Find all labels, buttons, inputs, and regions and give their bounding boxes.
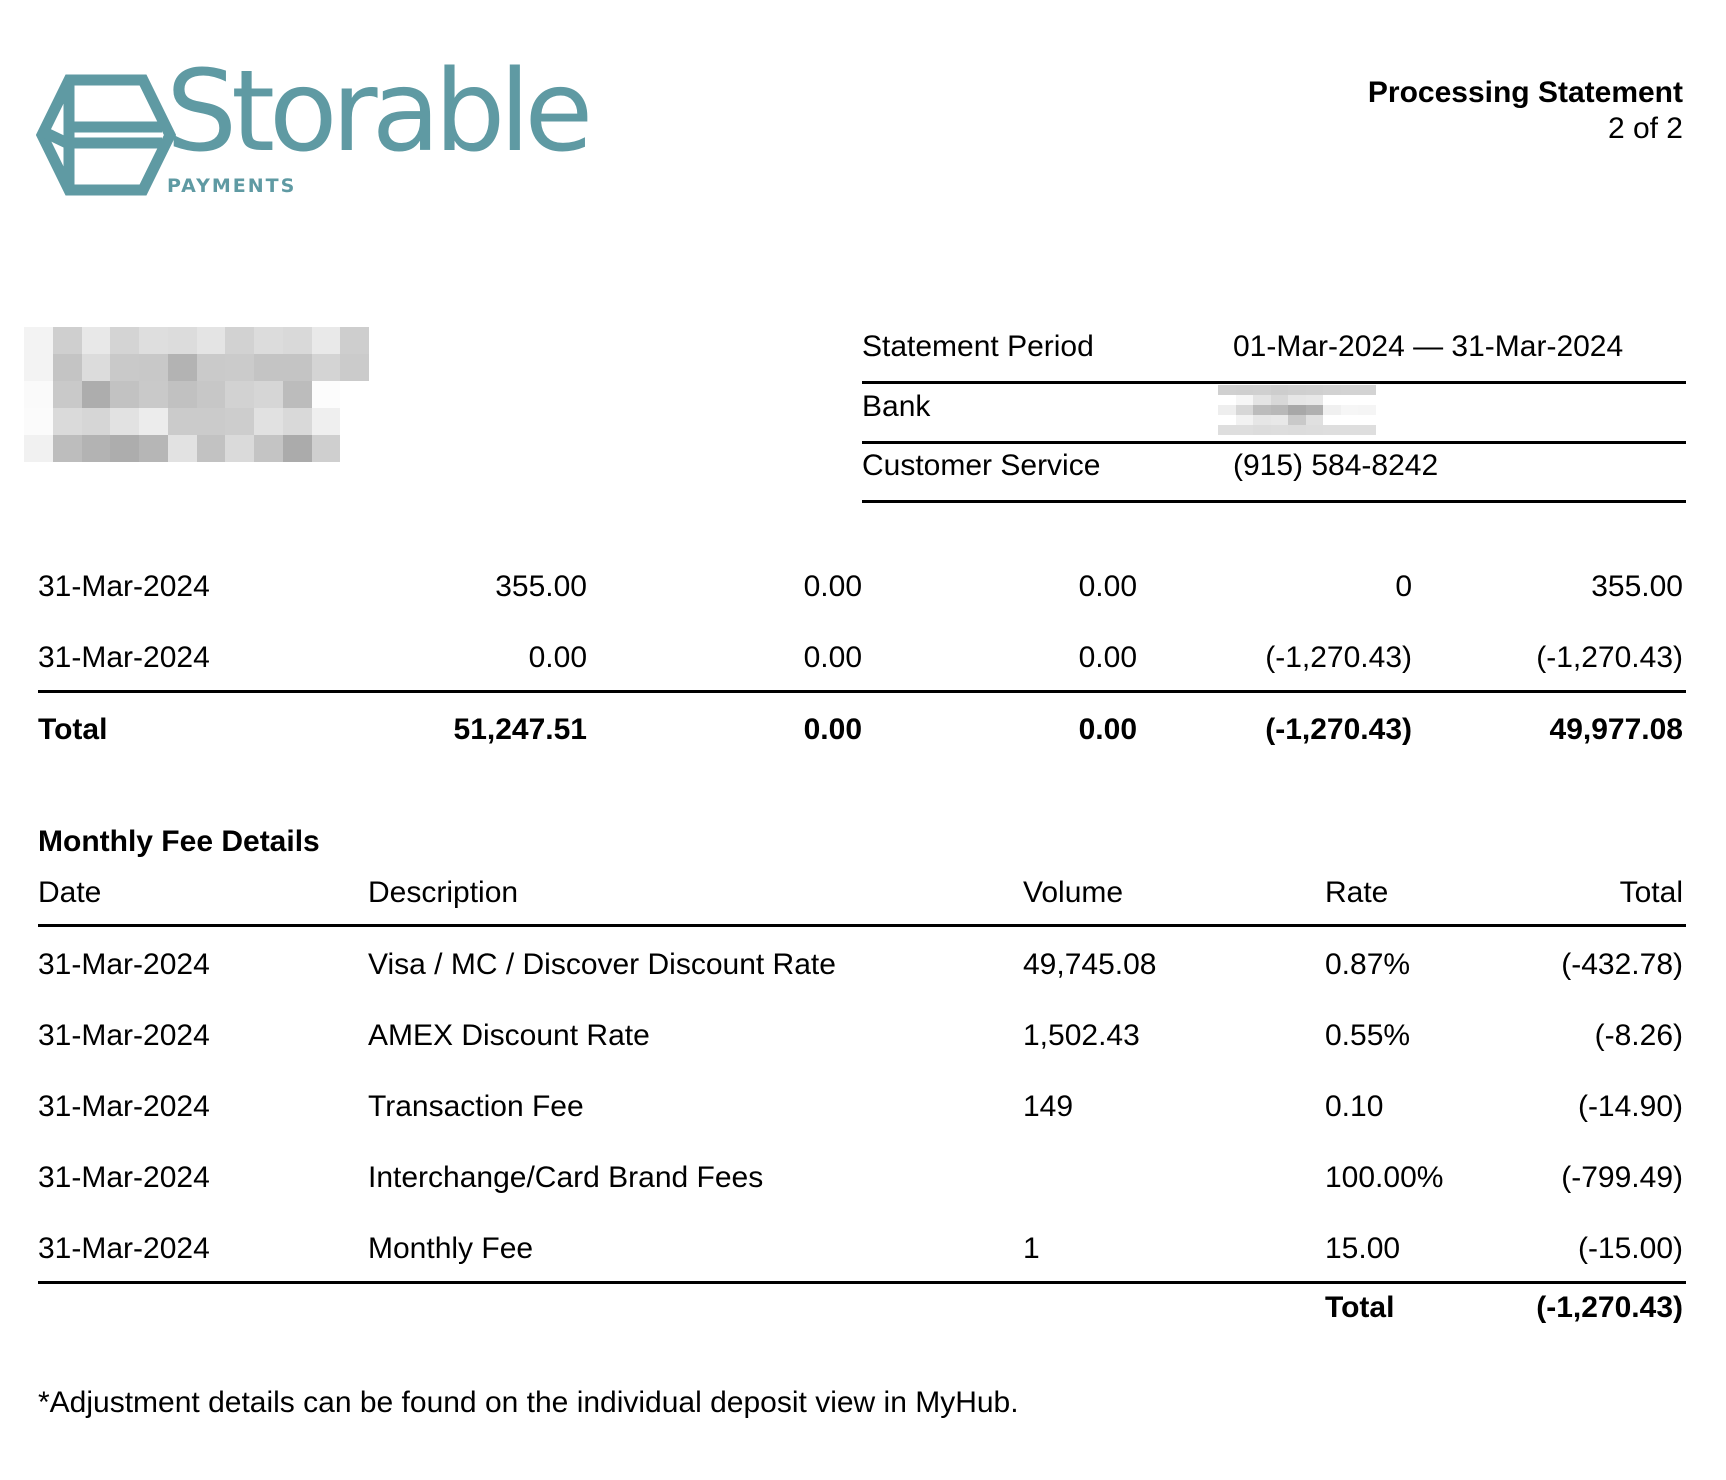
row-date: 31-Mar-2024 [38,1232,210,1265]
row-description: Transaction Fee [368,1090,584,1123]
row-value: 0.00 [1078,570,1137,603]
row-value: 0 [1395,570,1412,603]
row-date: 31-Mar-2024 [38,1090,210,1123]
info-label-customer-service: Customer Service [862,449,1101,482]
hexagon-box-icon [36,74,176,196]
row-rate: 0.10 [1325,1090,1384,1123]
row-value: 0.00 [803,570,862,603]
row-date: 31-Mar-2024 [38,570,210,603]
row-total: (-799.49) [1561,1161,1683,1194]
table-divider [38,924,1686,927]
row-description: AMEX Discount Rate [368,1019,650,1052]
row-rate: 100.00% [1325,1161,1444,1194]
row-volume: 1 [1023,1232,1040,1265]
section-title: Monthly Fee Details [38,825,320,858]
row-description: Monthly Fee [368,1232,534,1265]
row-rate: 0.87% [1325,948,1411,981]
total-label: Total [38,713,108,746]
row-rate: 0.55% [1325,1019,1411,1052]
row-date: 31-Mar-2024 [38,948,210,981]
info-label-statement-period: Statement Period [862,330,1094,363]
info-divider [862,381,1686,384]
row-rate: 15.00 [1325,1232,1401,1265]
row-total: (-15.00) [1577,1232,1683,1265]
row-total: (-14.90) [1577,1090,1683,1123]
table-divider [38,1281,1686,1284]
brand-name: Storable [166,47,593,177]
row-value: 355.00 [1591,570,1683,603]
row-value: (-1,270.43) [1265,641,1412,674]
total-value: (-1,270.43) [1265,713,1412,746]
row-value: 355.00 [495,570,587,603]
header-total: Total [1619,876,1683,909]
total-value: 0.00 [1078,713,1137,746]
row-date: 31-Mar-2024 [38,1019,210,1052]
storable-payments-logo: Storable PAYMENTS [36,56,593,202]
total-value: 49,977.08 [1549,713,1683,746]
fees-total-value: (-1,270.43) [1536,1291,1683,1324]
redacted-bank-name [1218,385,1376,435]
info-value-customer-service: (915) 584-8242 [1233,449,1439,482]
row-volume: 149 [1023,1090,1074,1123]
page-indicator: 2 of 2 [1607,112,1683,145]
total-value: 0.00 [803,713,862,746]
header-volume: Volume [1023,876,1124,909]
info-value-statement-period: 01-Mar-2024 — 31-Mar-2024 [1233,330,1624,363]
row-total: (-432.78) [1561,948,1683,981]
row-description: Interchange/Card Brand Fees [368,1161,764,1194]
header-rate: Rate [1325,876,1389,909]
statement-title: Processing Statement [1367,76,1683,109]
redacted-merchant-address [24,327,369,462]
table-divider [38,690,1686,693]
brand-subtitle: PAYMENTS [167,175,297,197]
row-description: Visa / MC / Discover Discount Rate [368,948,836,981]
footnote: *Adjustment details can be found on the … [38,1386,1019,1419]
row-date: 31-Mar-2024 [38,641,210,674]
row-volume: 49,745.08 [1023,948,1157,981]
row-total: (-8.26) [1594,1019,1683,1052]
row-value: 0.00 [803,641,862,674]
row-value: 0.00 [1078,641,1137,674]
info-divider [862,500,1686,503]
header-description: Description [368,876,519,909]
info-label-bank: Bank [862,390,931,423]
row-value: 0.00 [528,641,587,674]
info-divider [862,441,1686,444]
row-volume: 1,502.43 [1023,1019,1140,1052]
total-value: 51,247.51 [453,713,587,746]
row-value: (-1,270.43) [1536,641,1683,674]
row-date: 31-Mar-2024 [38,1161,210,1194]
header-date: Date [38,876,102,909]
fees-total-label: Total [1325,1291,1395,1324]
